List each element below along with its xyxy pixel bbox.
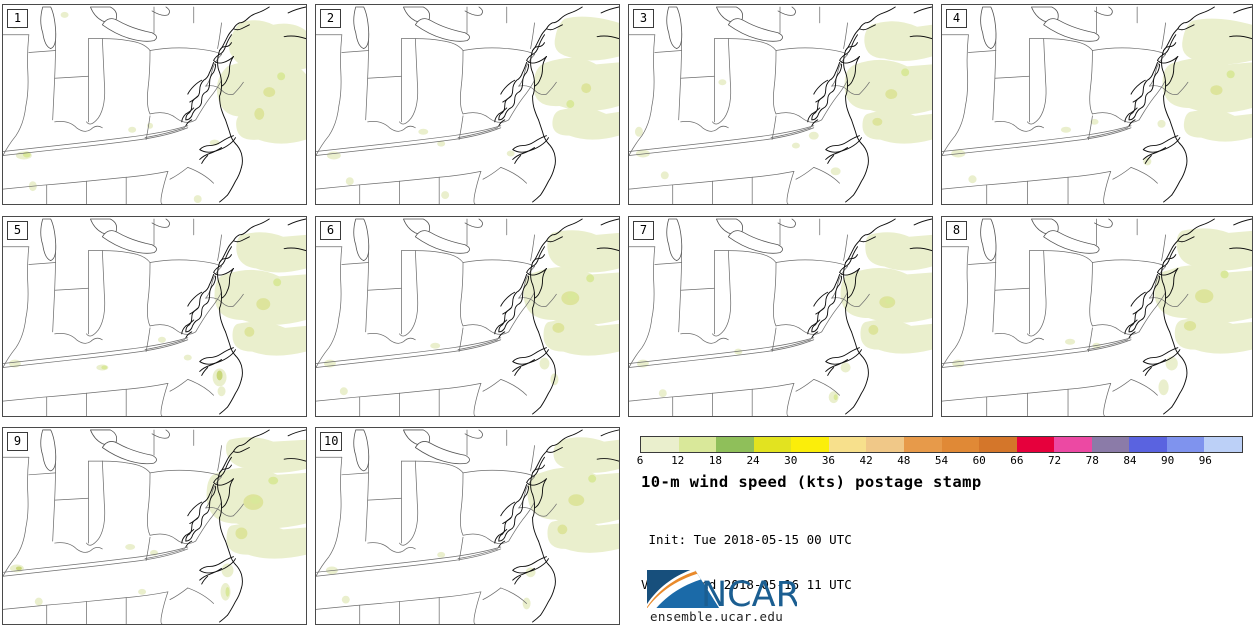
colorbar-tick-84: 84 bbox=[1123, 454, 1137, 467]
map-panel-1[interactable]: 1 bbox=[2, 4, 307, 205]
colorbar-tick-36: 36 bbox=[821, 454, 836, 467]
ncar-logo-mark: NCAR bbox=[647, 570, 800, 615]
panel-number-label: 4 bbox=[946, 9, 967, 28]
panel-number-label: 1 bbox=[7, 9, 28, 28]
ncar-logo[interactable]: NCAR bbox=[647, 562, 800, 624]
map-graphic bbox=[316, 218, 619, 416]
colorbar-segment-6 bbox=[866, 437, 904, 452]
map-graphic bbox=[3, 218, 306, 416]
colorbar-segment-11 bbox=[1054, 437, 1092, 452]
colorbar-segment-4 bbox=[791, 437, 829, 452]
colorbar-tick-54: 54 bbox=[934, 454, 949, 467]
panel-number-label: 7 bbox=[633, 221, 654, 240]
colorbar-tick-42: 42 bbox=[859, 454, 873, 467]
map-panel-7[interactable]: 7 bbox=[628, 216, 933, 417]
map-panel-2[interactable]: 2 bbox=[315, 4, 620, 205]
panel-number-label: 2 bbox=[320, 9, 341, 28]
colorbar-segment-10 bbox=[1016, 437, 1055, 452]
colorbar: 6 12 18 24 30 36 42 48 54 60 66 72 78 84 90 96 bbox=[637, 436, 1243, 467]
map-graphic bbox=[316, 6, 619, 204]
map-graphic bbox=[942, 218, 1252, 416]
map-graphic bbox=[942, 6, 1252, 204]
colorbar-segment-2 bbox=[716, 437, 754, 452]
colorbar-tick-48: 48 bbox=[897, 454, 911, 467]
colorbar-tick-90: 90 bbox=[1161, 454, 1175, 467]
colorbar-segment-1 bbox=[678, 437, 717, 452]
map-panel-4[interactable]: 4 bbox=[941, 4, 1253, 205]
map-panel-8[interactable]: 8 bbox=[941, 216, 1253, 417]
map-panel-5[interactable]: 5 bbox=[2, 216, 307, 417]
colorbar-segment-14 bbox=[1166, 437, 1205, 452]
panel-number-label: 9 bbox=[7, 432, 28, 451]
ncar-wordmark: NCAR bbox=[701, 575, 797, 615]
colorbar-segment-3 bbox=[753, 437, 792, 452]
panel-number-label: 10 bbox=[320, 432, 343, 451]
colorbar-tick-24: 24 bbox=[746, 454, 760, 467]
colorbar-tick-96: 96 bbox=[1198, 454, 1212, 467]
colorbar-tick-6: 6 bbox=[636, 454, 644, 467]
colorbar-tick-18: 18 bbox=[708, 454, 722, 467]
panel-number-label: 8 bbox=[946, 221, 967, 240]
colorbar-segment-15 bbox=[1204, 437, 1242, 452]
map-graphic bbox=[629, 218, 932, 416]
panel-number-label: 6 bbox=[320, 221, 341, 240]
colorbar-tick-60: 60 bbox=[972, 454, 986, 467]
panel-number-label: 3 bbox=[633, 9, 654, 28]
panel-number-label: 5 bbox=[7, 221, 28, 240]
colorbar-segment-5 bbox=[828, 437, 867, 452]
colorbar-tick-labels: 6 12 18 24 30 36 42 48 54 60 66 72 78 84 90 96 bbox=[636, 454, 1243, 468]
colorbar-tick-12: 12 bbox=[671, 454, 685, 467]
colorbar-tick-78: 78 bbox=[1085, 454, 1099, 467]
colorbar-segment-13 bbox=[1129, 437, 1167, 452]
colorbar-segment-9 bbox=[979, 437, 1017, 452]
map-panel-3[interactable]: 3 bbox=[628, 4, 933, 205]
colorbar-segment-8 bbox=[941, 437, 980, 452]
map-panel-6[interactable]: 6 bbox=[315, 216, 620, 417]
colorbar-segment-7 bbox=[903, 437, 942, 452]
logo-url-text: ensemble.ucar.edu bbox=[650, 609, 784, 624]
map-panel-10[interactable]: 10 bbox=[315, 427, 620, 625]
colorbar-tick-72: 72 bbox=[1047, 454, 1062, 467]
map-graphic bbox=[316, 429, 619, 624]
init-time-line: Init: Tue 2018-05-15 00 UTC bbox=[641, 532, 852, 547]
colorbar-swatches bbox=[640, 436, 1243, 453]
map-graphic bbox=[629, 6, 932, 204]
colorbar-segment-0 bbox=[641, 437, 679, 452]
map-panel-9[interactable]: 9 bbox=[2, 427, 307, 625]
colorbar-segment-12 bbox=[1091, 437, 1130, 452]
map-graphic bbox=[3, 6, 306, 204]
colorbar-tick-66: 66 bbox=[1010, 454, 1024, 467]
map-graphic bbox=[3, 429, 306, 624]
figure-title: 10-m wind speed (kts) postage stamp bbox=[641, 473, 982, 491]
colorbar-tick-30: 30 bbox=[784, 454, 798, 467]
